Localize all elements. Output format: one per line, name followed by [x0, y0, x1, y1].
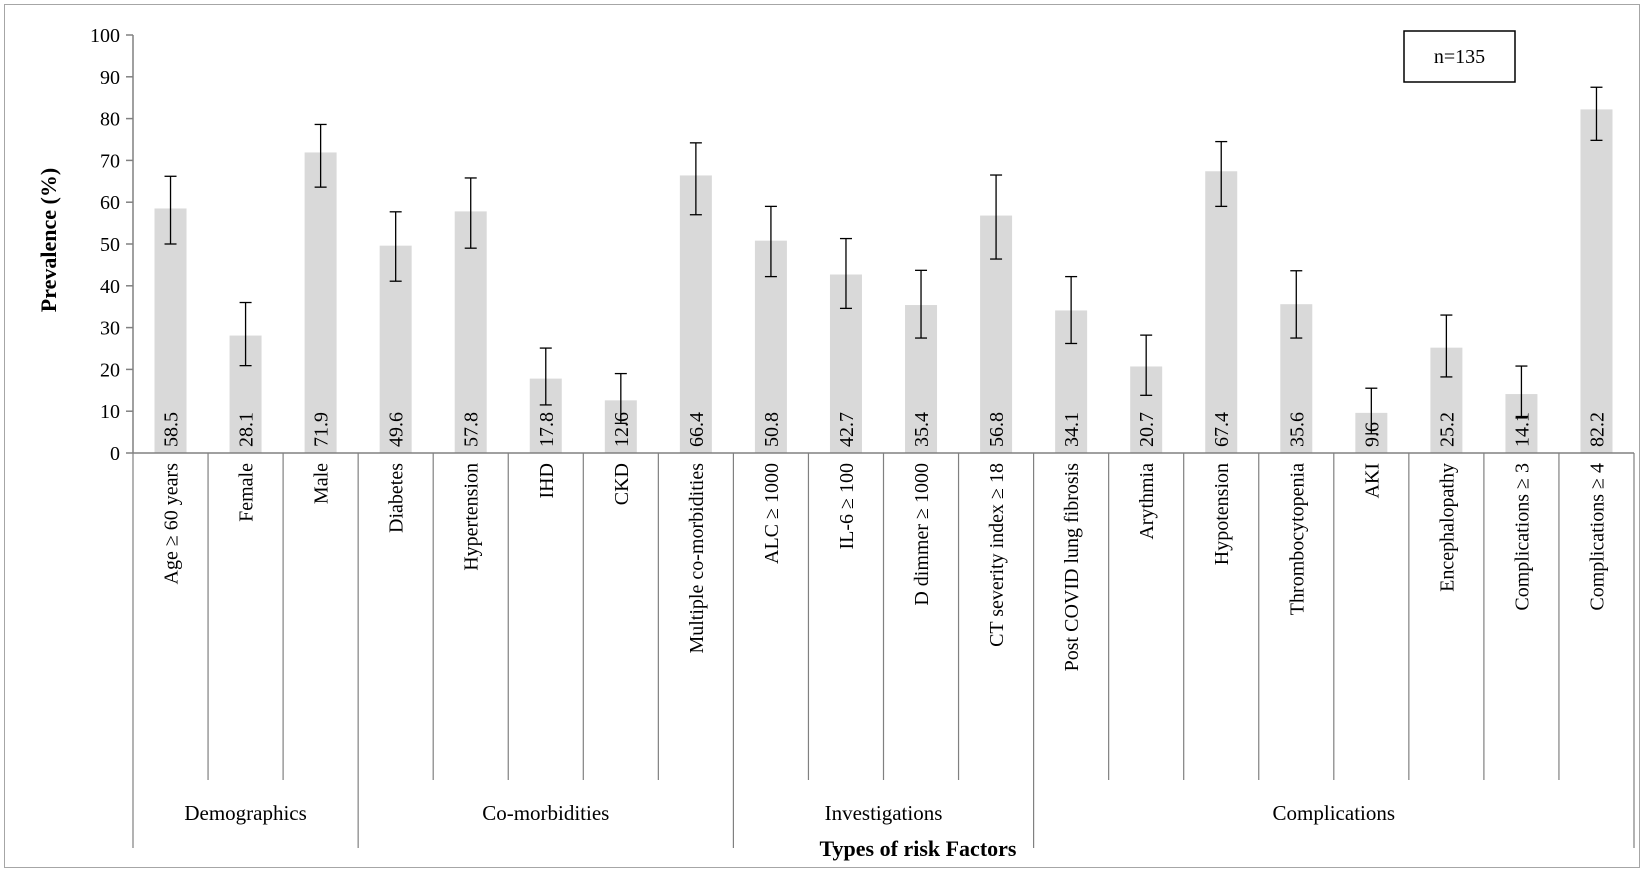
category-label: IL-6 ≥ 100	[836, 463, 858, 550]
category-label: Complications ≥ 3	[1511, 463, 1533, 611]
category-label: Diabetes	[386, 463, 408, 533]
sample-size-box	[1403, 30, 1516, 83]
y-tick-label: 80	[100, 109, 120, 131]
category-label: CKD	[611, 463, 633, 505]
group-label: Co-morbidities	[482, 801, 609, 825]
y-tick-label: 90	[100, 67, 120, 89]
category-label: Hypotension	[1211, 463, 1233, 565]
bar	[1580, 109, 1613, 454]
category-label: Female	[236, 463, 258, 522]
bar-value-label: 56.8	[986, 412, 1008, 447]
category-label: Complications ≥ 4	[1586, 463, 1608, 611]
x-axis-label: Types of risk Factors	[820, 836, 1017, 861]
bar-value-label: 20.7	[1136, 412, 1158, 447]
bar-value-label: 50.8	[761, 412, 783, 447]
y-tick-label: 0	[110, 443, 120, 465]
category-label: Age ≥ 60 years	[161, 463, 183, 585]
category-label: Encephalopathy	[1436, 463, 1458, 592]
y-tick-label: 10	[100, 401, 120, 423]
bar-value-label: 28.1	[236, 412, 258, 447]
y-tick-label: 50	[100, 234, 120, 256]
category-label: Multiple co-morbidities	[686, 463, 708, 654]
bar-value-label: 17.8	[536, 412, 558, 447]
bar-value-label: 67.4	[1211, 412, 1233, 447]
group-label: Complications	[1273, 801, 1396, 825]
bar	[454, 211, 487, 453]
bar-value-label: 42.7	[836, 412, 858, 447]
bar	[679, 175, 712, 453]
bar-value-label: 71.9	[311, 412, 333, 447]
y-tick-label: 20	[100, 359, 120, 381]
bar	[154, 208, 187, 453]
category-label: D dimmer ≥ 1000	[911, 463, 933, 606]
labels-layer: 0 10 20 30 40 50 60 70 80 90 100 58.5 Age ≥ 60 years…	[90, 25, 1608, 825]
category-label: CT severity index ≥ 18	[986, 463, 1008, 647]
bar-value-label: 35.6	[1286, 412, 1308, 447]
group-label: Investigations	[825, 801, 943, 825]
axes-layer	[126, 34, 1635, 848]
category-label: AKI	[1361, 463, 1383, 499]
bar-value-label: 34.1	[1061, 412, 1083, 447]
category-label: Male	[311, 463, 333, 504]
bar-value-label: 82.2	[1586, 412, 1608, 447]
bar-value-label: 9.6	[1361, 422, 1383, 447]
y-axis-label: Prevalence (%)	[36, 168, 61, 312]
bar-value-label: 58.5	[161, 412, 183, 447]
category-label: ALC ≥ 1000	[761, 463, 783, 564]
category-label: Post COVID lung fibrosis	[1061, 463, 1083, 672]
category-label: Hypertension	[461, 463, 483, 571]
y-tick-label: 30	[100, 318, 120, 340]
bar-value-label: 14.1	[1511, 412, 1533, 447]
bar-value-label: 35.4	[911, 412, 933, 447]
group-label: Demographics	[184, 801, 306, 825]
y-tick-label: 40	[100, 276, 120, 298]
bar-value-label: 49.6	[386, 412, 408, 447]
category-label: Thrombocytopenia	[1286, 463, 1308, 615]
bar-value-label: 66.4	[686, 412, 708, 447]
bar	[304, 152, 337, 453]
bar-value-label: 57.8	[461, 412, 483, 447]
y-tick-label: 60	[100, 192, 120, 214]
category-label: Arythmia	[1136, 463, 1158, 540]
bar	[1205, 171, 1238, 453]
sample-size-annotation: n=135	[1434, 46, 1485, 68]
bar-value-label: 12.6	[611, 412, 633, 447]
bar-value-label: 25.2	[1436, 412, 1458, 447]
category-label: IHD	[536, 463, 558, 499]
y-tick-label: 100	[90, 25, 120, 47]
y-tick-label: 70	[100, 150, 120, 172]
bars-layer	[154, 86, 1613, 454]
